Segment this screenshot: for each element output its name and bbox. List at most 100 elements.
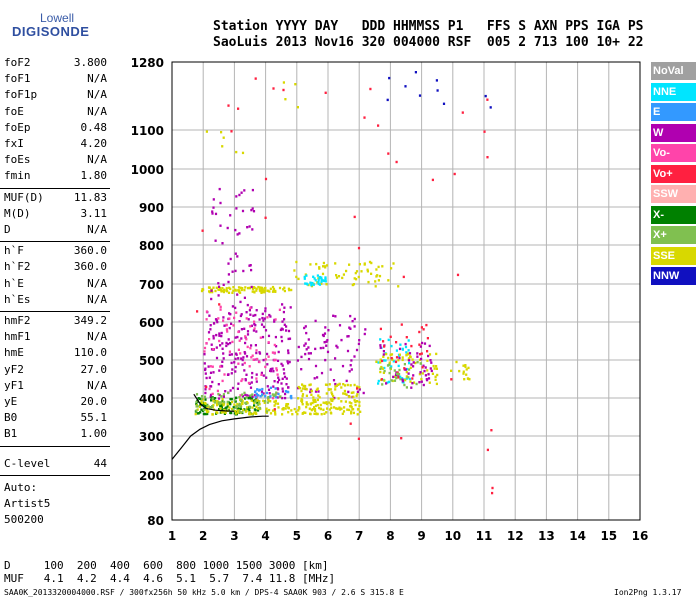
echo-point [320,276,323,279]
echo-point [226,330,229,333]
echo-point [222,319,225,322]
echo-point [233,403,236,406]
echo-point [209,406,212,409]
echo-point [328,401,331,404]
echo-point [305,274,308,277]
echo-point [227,273,230,276]
echo-point [388,363,391,366]
echo-point [261,312,264,316]
echo-point [211,212,214,215]
echo-point [208,338,211,341]
echo-point [234,289,237,292]
echo-point [251,393,254,396]
echo-point [287,411,290,414]
echo-point [401,348,404,351]
echo-point [320,278,323,281]
echo-point [207,405,210,408]
echo-point [369,87,372,91]
param-value: 0.48 [80,120,108,134]
echo-point [304,411,307,414]
echo-point [432,364,435,368]
echo-point [241,400,244,403]
echo-point [212,348,215,351]
echo-point [220,131,223,134]
echo-point [348,370,351,373]
x-tick-label: 8 [386,529,394,543]
echo-point [341,276,344,280]
echo-point [264,177,268,181]
echo-point [349,384,352,387]
echo-point [304,384,307,388]
echo-point [272,87,275,90]
echo-point [264,309,267,313]
echo-point [247,318,250,321]
legend-item-e: E [651,103,696,121]
echo-point [252,399,255,403]
echo-point [219,404,222,408]
echo-point [320,282,323,285]
echo-point [314,398,317,402]
echo-point [269,386,272,389]
echo-point [278,308,281,311]
echo-point [332,379,336,382]
echo-point [264,358,267,361]
echo-point [324,358,327,362]
echo-point [264,307,267,310]
echo-point [325,340,328,343]
echo-point [288,337,292,340]
x-tick-label: 11 [476,529,493,543]
echo-point [287,386,290,389]
echo-point [225,341,228,345]
echo-point [287,362,290,365]
echo-point [389,353,392,356]
echo-point [428,381,431,384]
echo-point [388,361,391,364]
echo-point [218,402,221,406]
echo-point [248,396,252,399]
echo-point [398,368,401,372]
echo-point [309,402,312,405]
echo-point [350,359,353,362]
echo-point [249,264,252,267]
echo-point [377,279,380,282]
echo-point [203,350,206,353]
echo-point [411,382,414,385]
echo-point [427,373,430,376]
echo-point [212,322,216,325]
echo-point [221,347,224,350]
echo-point [401,378,404,381]
echo-point [226,373,230,376]
x-tick-label: 14 [569,529,586,543]
echo-point [348,395,351,399]
echo-point [222,283,225,286]
echo-point [284,392,287,396]
echo-point [239,407,242,410]
echo-point [407,357,411,360]
echo-point [287,287,290,290]
echo-point [205,410,209,414]
echo-point [267,388,271,391]
echo-point [237,286,241,289]
echo-point [219,305,222,309]
echo-point [307,338,310,341]
echo-point [234,396,237,400]
echo-point [300,355,303,359]
param-row-d: D N/A [4,223,107,239]
echo-point [235,405,238,408]
echo-point [354,403,357,407]
echo-point [250,285,253,289]
echo-point [421,366,424,369]
echo-point [221,360,224,363]
echo-point [208,286,211,289]
echo-point [254,313,257,317]
echo-point [205,130,208,133]
echo-point [284,390,287,393]
echo-point [344,392,347,395]
echo-point [317,282,320,286]
echo-point [312,396,315,399]
echo-point [264,329,268,332]
echo-point [248,365,251,368]
echo-point [258,318,261,321]
y-tick-label: 600 [139,316,164,330]
echo-point [211,397,214,400]
